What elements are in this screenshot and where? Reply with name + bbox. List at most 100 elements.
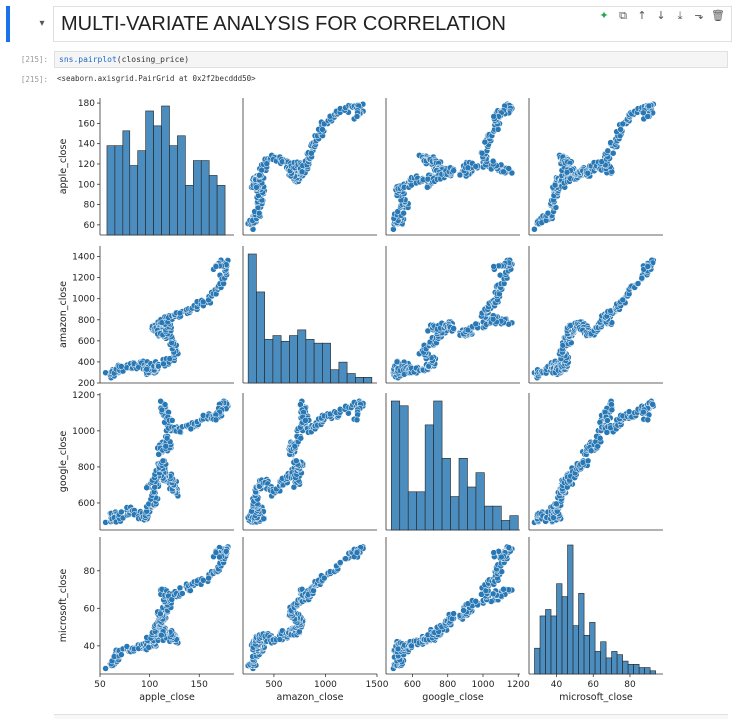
scatter-point bbox=[200, 577, 207, 584]
active-cell-indicator bbox=[6, 6, 10, 42]
hist-bar bbox=[153, 125, 162, 236]
hist-bar bbox=[216, 185, 226, 236]
copy-icon[interactable]: ⧉ bbox=[619, 9, 627, 22]
output-prompt: [215]: bbox=[20, 75, 48, 84]
hist-bar bbox=[106, 145, 116, 236]
hist-bar bbox=[561, 596, 568, 675]
scatter-point bbox=[102, 665, 109, 672]
y-axis-label: amazon_close bbox=[58, 281, 69, 348]
scatter-point bbox=[212, 263, 220, 270]
ytick-label: 600 bbox=[78, 337, 95, 347]
scatter-point bbox=[494, 126, 502, 133]
hist-bar bbox=[355, 377, 364, 384]
scatter-point bbox=[544, 209, 552, 217]
input-prompt: [215]: bbox=[20, 55, 48, 64]
panel-amazon_close-vs-google_close bbox=[385, 246, 520, 384]
scatter-point bbox=[212, 416, 220, 424]
hist-bar bbox=[247, 253, 257, 384]
delete-icon[interactable]: 🗑 bbox=[711, 9, 725, 22]
scatter-point bbox=[604, 147, 612, 155]
scatter-point bbox=[163, 434, 171, 442]
hist-bar bbox=[363, 377, 373, 384]
scatter-point bbox=[619, 296, 627, 304]
scatter-point bbox=[222, 548, 230, 555]
hist-bar bbox=[390, 400, 401, 531]
hist-bar bbox=[622, 660, 629, 675]
scatter-point bbox=[424, 184, 431, 191]
panel-apple_close-vs-apple_close bbox=[99, 98, 234, 236]
move-up-icon[interactable]: ↑ bbox=[637, 9, 647, 22]
export-icon[interactable]: ⤓ bbox=[677, 9, 683, 22]
panel-apple_close-vs-microsoft_close bbox=[528, 98, 663, 236]
hist-bar bbox=[475, 472, 485, 531]
scatter-point bbox=[645, 102, 653, 110]
ytick-label: 80 bbox=[84, 201, 96, 211]
x-axis-label: amazon_close bbox=[277, 692, 344, 703]
scatter-point bbox=[464, 164, 472, 172]
scatter-point bbox=[500, 586, 507, 593]
scatter-point bbox=[118, 363, 125, 370]
scatter-point bbox=[489, 157, 497, 165]
scatter-point bbox=[584, 457, 592, 465]
ytick-label: 80 bbox=[84, 567, 96, 577]
xtick-label: 1000 bbox=[314, 680, 337, 690]
xtick-label: 80 bbox=[624, 680, 636, 690]
hist-bar bbox=[649, 670, 656, 675]
scatter-point bbox=[168, 417, 176, 424]
hist-bar bbox=[346, 373, 356, 384]
hist-bar bbox=[458, 458, 468, 531]
scatter-point bbox=[200, 298, 207, 306]
ai-sparkle-icon[interactable]: ✦ bbox=[599, 9, 609, 22]
cell-heading: MULTI-VARIATE ANALYSIS FOR CORRELATION bbox=[61, 13, 506, 35]
hist-bar bbox=[441, 458, 451, 531]
next-cell-edge[interactable] bbox=[54, 714, 728, 719]
hist-bar bbox=[169, 145, 178, 236]
collapse-chevron-icon[interactable]: ▾ bbox=[39, 18, 45, 29]
scatter-point bbox=[176, 584, 184, 592]
markdown-cell-body[interactable]: MULTI-VARIATE ANALYSIS FOR CORRELATION ✦… bbox=[53, 6, 732, 42]
panel-google_close-vs-amazon_close bbox=[242, 393, 377, 531]
scatter-point bbox=[638, 274, 646, 282]
scatter-point bbox=[505, 165, 512, 172]
hist-bar bbox=[492, 505, 502, 531]
scatter-point bbox=[472, 320, 480, 328]
x-axis-label: google_close bbox=[422, 692, 484, 703]
hist-bar bbox=[433, 400, 443, 531]
scatter-point bbox=[176, 309, 184, 317]
move-down-icon[interactable]: ↓ bbox=[656, 9, 666, 22]
hist-bar bbox=[256, 291, 265, 384]
scatter-point bbox=[619, 120, 627, 128]
hist-bar bbox=[501, 520, 511, 531]
hist-bar bbox=[467, 486, 477, 531]
hist-bar bbox=[583, 634, 590, 675]
hist-bar bbox=[129, 165, 139, 236]
hist-bar bbox=[305, 339, 315, 384]
scatter-point bbox=[200, 412, 207, 419]
panel-amazon_close-vs-amazon_close bbox=[242, 246, 377, 384]
scatter-point bbox=[253, 184, 260, 191]
hist-bar bbox=[330, 369, 340, 384]
code-editor[interactable]: sns.pairplot(closing_price) bbox=[54, 51, 728, 68]
scatter-point bbox=[118, 651, 125, 658]
scatter-point bbox=[118, 508, 125, 516]
scatter-point bbox=[212, 549, 220, 556]
scatter-point bbox=[450, 325, 457, 332]
scatter-point bbox=[393, 358, 401, 366]
scatter-point bbox=[159, 457, 167, 465]
ytick-label: 40 bbox=[84, 642, 96, 652]
markdown-cell[interactable]: ▾ MULTI-VARIATE ANALYSIS FOR CORRELATION… bbox=[6, 6, 732, 42]
ytick-label: 1400 bbox=[72, 253, 95, 263]
xtick-label: 1000 bbox=[472, 680, 495, 690]
scatter-point bbox=[400, 209, 407, 217]
y-axis-label: apple_close bbox=[58, 139, 69, 195]
insert-below-icon[interactable]: ⬎ bbox=[694, 9, 704, 22]
scatter-point bbox=[531, 226, 538, 233]
scatter-point bbox=[500, 168, 507, 175]
scatter-point bbox=[489, 315, 497, 323]
xtick-label: 1500 bbox=[366, 680, 389, 690]
scatter-point bbox=[166, 355, 174, 362]
ytick-label: 180 bbox=[78, 99, 95, 109]
hist-bar bbox=[145, 110, 154, 236]
y-axis-label: google_close bbox=[58, 431, 69, 493]
hist-bar bbox=[627, 664, 634, 675]
